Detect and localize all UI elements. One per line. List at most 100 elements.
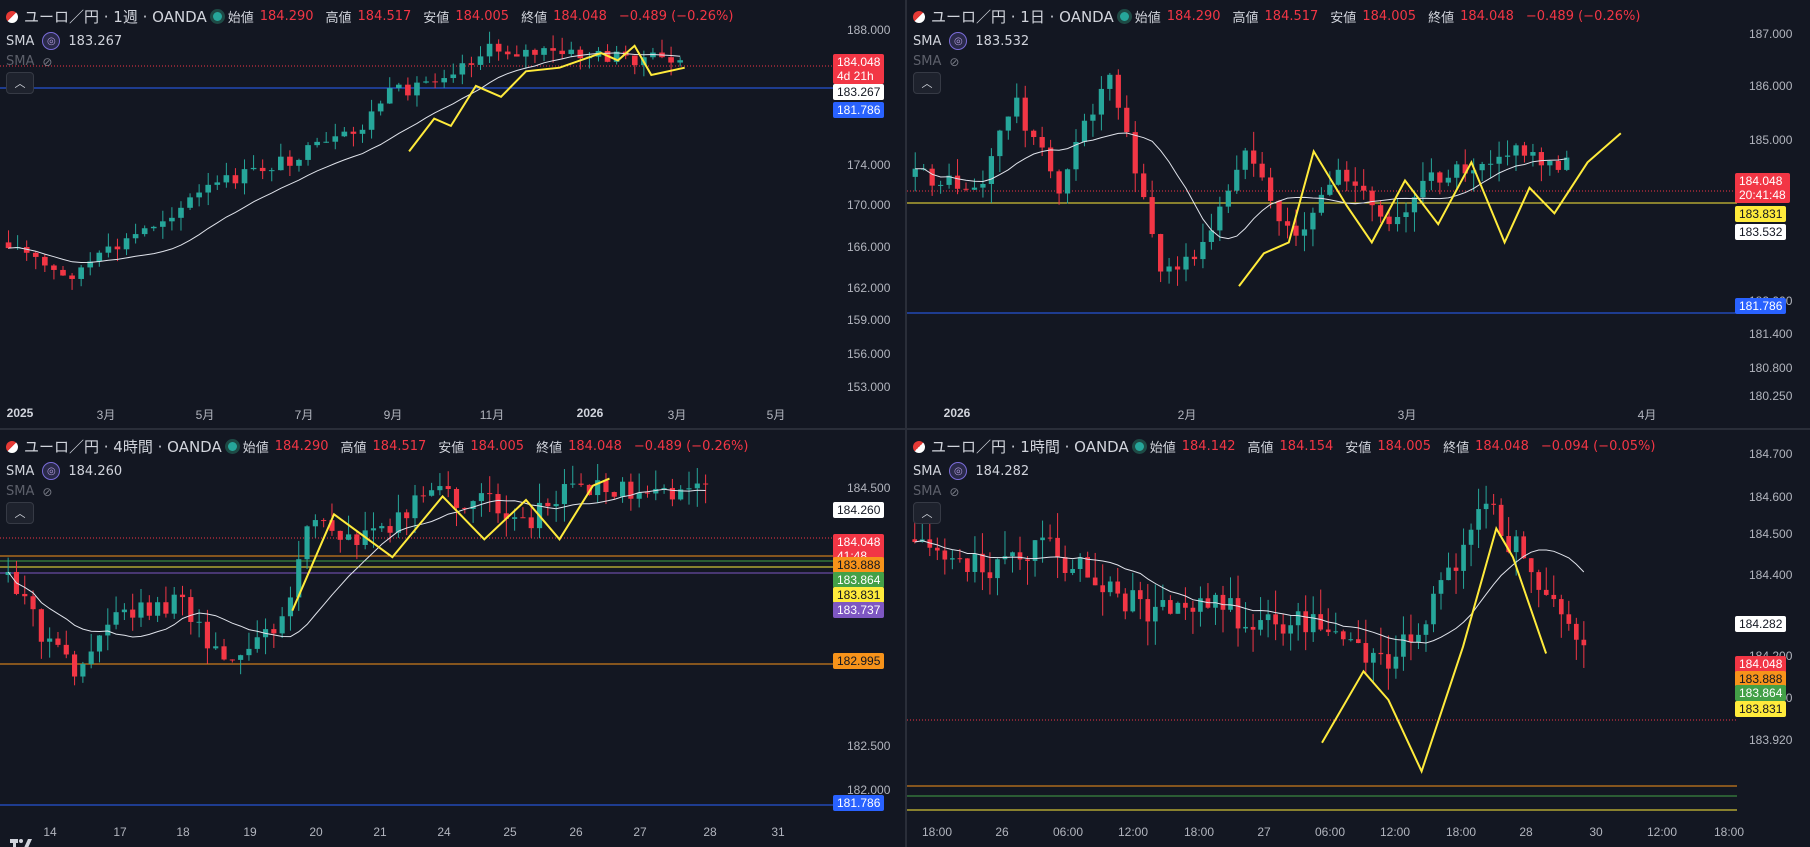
candle[interactable] (1175, 602, 1181, 614)
candle[interactable] (287, 156, 293, 166)
candle[interactable] (1010, 552, 1015, 557)
candle[interactable] (105, 246, 112, 253)
candle[interactable] (169, 217, 175, 222)
candle[interactable] (486, 43, 493, 57)
candle[interactable] (1393, 656, 1399, 669)
candle[interactable] (1014, 97, 1020, 117)
candle[interactable] (113, 612, 119, 625)
candle[interactable] (459, 63, 466, 75)
candle[interactable] (1166, 266, 1172, 272)
candle[interactable] (314, 141, 320, 146)
candle[interactable] (1141, 173, 1147, 198)
candle[interactable] (1130, 590, 1136, 612)
candle[interactable] (1132, 132, 1138, 174)
candle[interactable] (1090, 114, 1096, 121)
candle[interactable] (163, 602, 169, 614)
candle[interactable] (1208, 230, 1215, 242)
candle[interactable] (412, 495, 418, 519)
candle[interactable] (577, 49, 584, 59)
candle[interactable] (1513, 536, 1519, 553)
candle[interactable] (1213, 594, 1218, 608)
candle[interactable] (1386, 216, 1392, 225)
zigzag-drawing[interactable] (1321, 525, 1548, 775)
candle[interactable] (1487, 163, 1494, 165)
candle[interactable] (96, 252, 103, 262)
candle[interactable] (1198, 598, 1203, 612)
candle[interactable] (1555, 160, 1561, 170)
candle[interactable] (96, 635, 103, 652)
candle[interactable] (1137, 590, 1143, 600)
chart-canvas[interactable] (0, 430, 905, 847)
candle[interactable] (570, 483, 576, 485)
candle[interactable] (188, 597, 194, 622)
candle[interactable] (178, 207, 184, 218)
candle[interactable] (644, 492, 651, 494)
candle[interactable] (1573, 623, 1579, 640)
candle[interactable] (965, 558, 970, 572)
candle[interactable] (487, 493, 493, 495)
candle[interactable] (1092, 577, 1098, 586)
candle[interactable] (595, 480, 601, 496)
candle[interactable] (423, 81, 429, 83)
candle[interactable] (1491, 503, 1496, 505)
candle[interactable] (354, 534, 360, 545)
candle[interactable] (32, 252, 39, 257)
candle[interactable] (1081, 120, 1088, 142)
candle[interactable] (1056, 171, 1062, 194)
candle[interactable] (1288, 625, 1293, 634)
candle[interactable] (1234, 169, 1240, 191)
candle[interactable] (613, 51, 620, 62)
candle[interactable] (1025, 559, 1030, 561)
candle[interactable] (345, 534, 352, 540)
candle[interactable] (520, 517, 526, 519)
price-axis-tag[interactable]: 183.888 (833, 557, 885, 573)
candle[interactable] (1070, 569, 1075, 573)
candle[interactable] (5, 242, 12, 249)
candle[interactable] (578, 483, 584, 485)
candle[interactable] (395, 84, 402, 89)
candle[interactable] (1344, 169, 1350, 182)
zigzag-drawing[interactable] (291, 477, 610, 612)
candle[interactable] (1371, 652, 1376, 663)
candle[interactable] (30, 596, 36, 610)
candle[interactable] (1468, 529, 1474, 545)
candle[interactable] (445, 486, 451, 489)
price-axis-tag[interactable]: 184.282 (1735, 616, 1787, 632)
candle[interactable] (1190, 607, 1196, 612)
candle[interactable] (636, 492, 642, 499)
candle[interactable] (946, 175, 952, 185)
candle[interactable] (1107, 74, 1113, 89)
candle[interactable] (1250, 626, 1256, 630)
candle[interactable] (121, 609, 127, 613)
candle[interactable] (132, 234, 139, 239)
candle[interactable] (437, 486, 443, 491)
candle[interactable] (468, 63, 475, 65)
candle[interactable] (1479, 163, 1485, 171)
candle[interactable] (429, 490, 435, 496)
candle[interactable] (1566, 614, 1572, 624)
candle[interactable] (1401, 634, 1406, 657)
candle[interactable] (1228, 598, 1233, 610)
candle[interactable] (123, 238, 130, 250)
candle[interactable] (619, 481, 626, 497)
candle[interactable] (42, 256, 48, 266)
candle[interactable] (1235, 598, 1241, 629)
candle[interactable] (1301, 229, 1308, 236)
candle[interactable] (63, 644, 69, 655)
candle[interactable] (1258, 620, 1263, 630)
candle[interactable] (171, 594, 177, 614)
candle[interactable] (628, 481, 634, 499)
candle[interactable] (1005, 116, 1011, 131)
candle[interactable] (130, 609, 136, 618)
candle[interactable] (441, 78, 447, 83)
candle[interactable] (1303, 611, 1309, 633)
chart-pane-h1[interactable]: ユーロ／円 · 1時間 · OANDA 始値 184.142 高値 184.154 … (907, 430, 1810, 847)
candle[interactable] (559, 50, 565, 55)
candle[interactable] (341, 131, 348, 137)
candle[interactable] (995, 559, 1000, 579)
candle[interactable] (1498, 504, 1504, 537)
candle[interactable] (160, 221, 166, 227)
zigzag-drawing[interactable] (1238, 132, 1622, 287)
candle[interactable] (368, 111, 375, 130)
candle[interactable] (1558, 599, 1564, 615)
